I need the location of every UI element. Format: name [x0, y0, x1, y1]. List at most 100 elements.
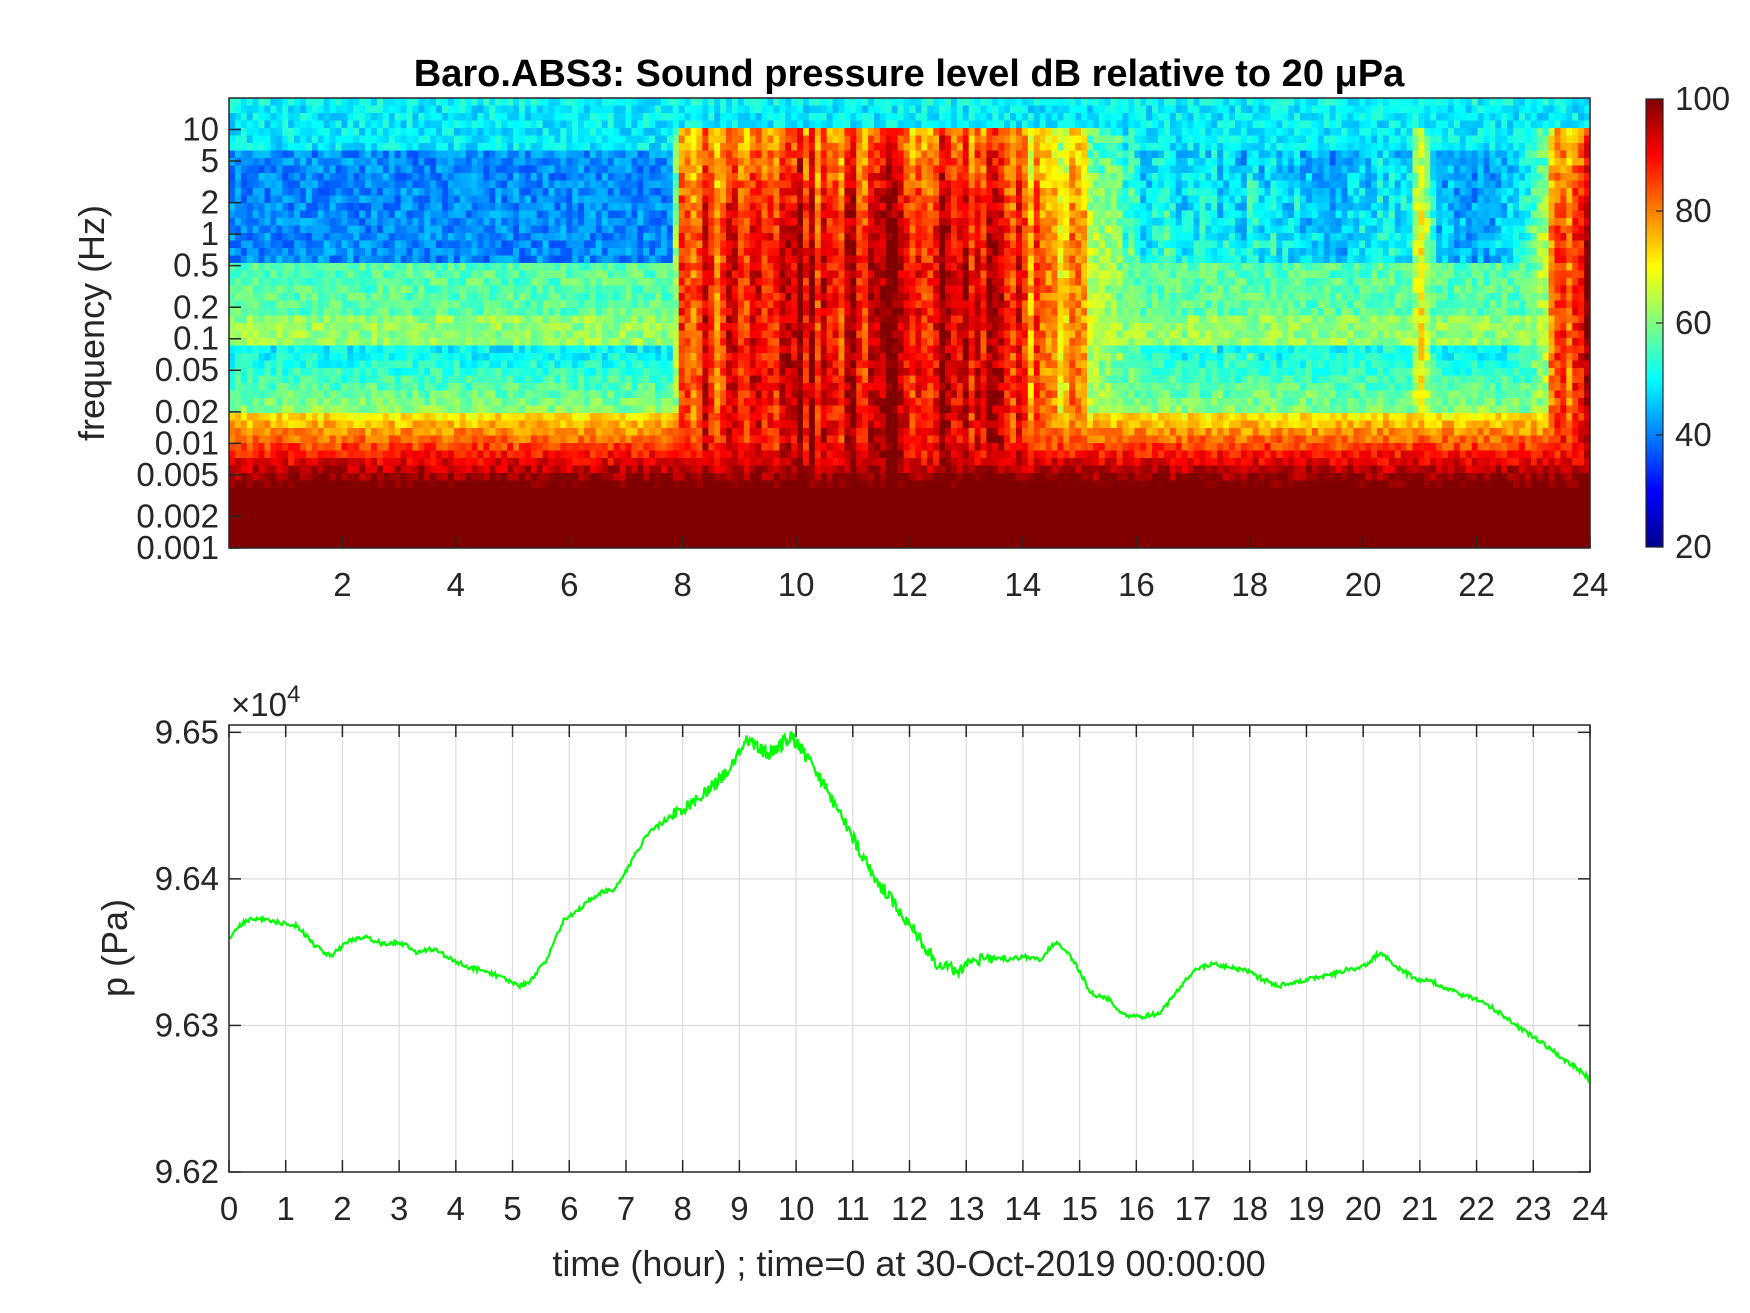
heatmap-cell [353, 450, 360, 459]
heatmap-cell [459, 338, 467, 347]
heatmap-cell [678, 158, 686, 167]
heatmap-cell [625, 195, 632, 204]
heatmap-cell [347, 368, 354, 377]
heatmap-cell [507, 98, 514, 107]
heatmap-cell [376, 405, 384, 414]
heatmap-cell [660, 285, 668, 294]
heatmap-cell [530, 120, 538, 129]
heatmap-cell [507, 173, 514, 182]
heatmap-cell [459, 135, 467, 144]
heatmap-cell [258, 218, 266, 227]
heatmap-cell [430, 495, 437, 504]
heatmap-cell [311, 360, 319, 369]
heatmap-cell [619, 503, 627, 512]
heatmap-cell [714, 248, 721, 257]
heatmap-cell [589, 158, 597, 167]
heatmap-cell [382, 413, 390, 422]
heatmap-cell [382, 105, 390, 114]
heatmap-cell [560, 300, 567, 309]
heatmap-cell [595, 180, 603, 189]
heatmap-cell [631, 105, 638, 114]
heatmap-cell [672, 203, 680, 212]
heatmap-cell [447, 533, 455, 542]
heatmap-cell [530, 428, 538, 437]
heatmap-cell [317, 398, 325, 407]
heatmap-cell [655, 113, 662, 122]
heatmap-cell [643, 285, 650, 294]
heatmap-cell [708, 315, 715, 324]
heatmap-cell [471, 173, 479, 182]
heatmap-cell [394, 150, 402, 159]
heatmap-cell [246, 300, 254, 309]
heatmap-cell [270, 383, 277, 392]
heatmap-cell [554, 150, 561, 159]
heatmap-cell [643, 128, 650, 137]
heatmap-cell [276, 518, 283, 527]
heatmap-cell [447, 248, 455, 257]
heatmap-cell [270, 120, 277, 129]
heatmap-cell [365, 308, 372, 317]
heatmap-cell [607, 135, 615, 144]
heatmap-cell [631, 390, 638, 399]
heatmap-cell [507, 158, 514, 167]
heatmap-cell [530, 210, 538, 219]
heatmap-cell [524, 270, 532, 279]
heatmap-cell [453, 173, 461, 182]
heatmap-cell [453, 278, 461, 287]
heatmap-cell [690, 503, 698, 512]
heatmap-cell [246, 443, 254, 452]
heatmap-cell [359, 150, 366, 159]
heatmap-cell [459, 435, 467, 444]
heatmap-cell [507, 495, 514, 504]
heatmap-cell [252, 248, 260, 257]
heatmap-cell [566, 390, 573, 399]
heatmap-cell [311, 248, 319, 257]
heatmap-cell [376, 158, 384, 167]
heatmap-cell [655, 233, 662, 242]
heatmap-cell [714, 233, 721, 242]
heatmap-cell [501, 495, 508, 504]
heatmap-cell [323, 165, 331, 174]
heatmap-cell [666, 375, 674, 384]
heatmap-cell [631, 113, 638, 122]
heatmap-cell [584, 375, 591, 384]
heatmap-cell [258, 533, 266, 542]
heatmap-cell [412, 345, 419, 354]
heatmap-cell [288, 465, 295, 474]
heatmap-cell [684, 413, 692, 422]
heatmap-cell [282, 368, 289, 377]
heatmap-cell [637, 398, 644, 407]
heatmap-cell [613, 225, 621, 234]
heatmap-cell [270, 233, 277, 242]
heatmap-cell [412, 158, 419, 167]
heatmap-cell [649, 428, 656, 437]
heatmap-cell [258, 405, 266, 414]
heatmap-cell [672, 540, 680, 548]
heatmap-cell [382, 323, 390, 332]
heatmap-cell [595, 308, 603, 317]
heatmap-cell [572, 150, 579, 159]
heatmap-cell [607, 120, 615, 129]
heatmap-cell [536, 308, 544, 317]
heatmap-cell [371, 435, 378, 444]
heatmap-cell [660, 330, 668, 339]
heatmap-cell [660, 300, 668, 309]
heatmap-cell [601, 143, 609, 152]
heatmap-cell [601, 188, 609, 197]
heatmap-cell [447, 158, 455, 167]
heatmap-cell [660, 248, 668, 257]
heatmap-cell [649, 210, 656, 219]
heatmap-cell [507, 105, 514, 114]
heatmap-cell [672, 488, 680, 497]
heatmap-cell [702, 465, 709, 474]
heatmap-cell [252, 338, 260, 347]
heatmap-cell [584, 210, 591, 219]
heatmap-cell [371, 218, 378, 227]
heatmap-cell [234, 180, 242, 189]
heatmap-cell [412, 150, 419, 159]
heatmap-cell [465, 98, 473, 107]
heatmap-cell [388, 375, 396, 384]
heatmap-cell [305, 233, 313, 242]
heatmap-cell [229, 518, 236, 527]
heatmap-cell [406, 435, 414, 444]
